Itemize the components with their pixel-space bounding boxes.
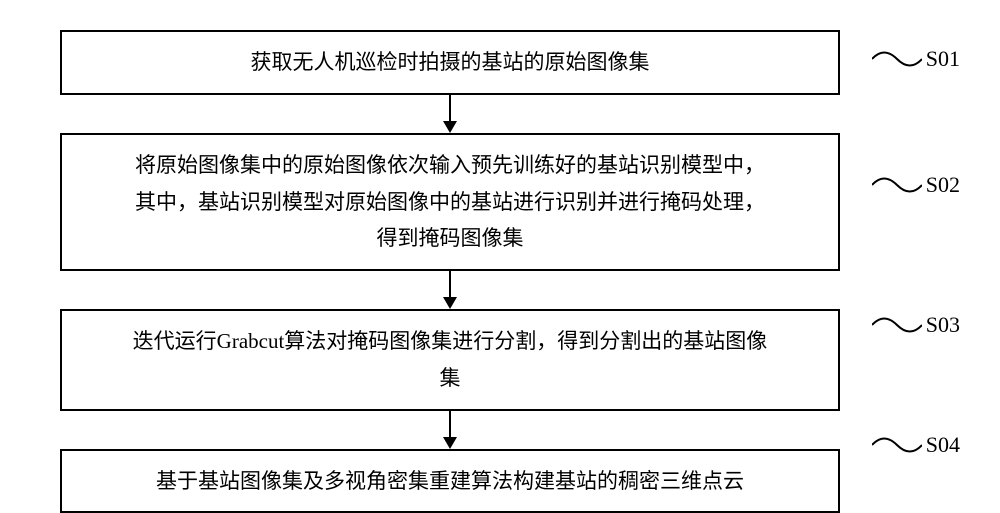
connector-icon [872, 310, 922, 340]
connector-icon [872, 170, 922, 200]
label-text-s03: S03 [926, 312, 960, 338]
label-s02: S02 [872, 170, 960, 200]
connector-icon [872, 430, 922, 460]
arrow-2 [438, 271, 462, 309]
arrow-1 [438, 95, 462, 133]
step-box-2: 将原始图像集中的原始图像依次输入预先训练好的基站识别模型中， 其中，基站识别模型… [60, 133, 840, 271]
step-box-3: 迭代运行Grabcut算法对掩码图像集进行分割，得到分割出的基站图像 集 [60, 309, 840, 411]
step-text-2: 将原始图像集中的原始图像依次输入预先训练好的基站识别模型中， 其中，基站识别模型… [135, 147, 765, 257]
label-text-s02: S02 [926, 172, 960, 198]
label-s04: S04 [872, 430, 960, 460]
flowchart-container: 获取无人机巡检时拍摄的基站的原始图像集 将原始图像集中的原始图像依次输入预先训练… [60, 30, 840, 513]
step-text-4: 基于基站图像集及多视角密集重建算法构建基站的稠密三维点云 [156, 463, 744, 500]
step-box-4: 基于基站图像集及多视角密集重建算法构建基站的稠密三维点云 [60, 449, 840, 513]
step-box-1: 获取无人机巡检时拍摄的基站的原始图像集 [60, 30, 840, 95]
connector-icon [872, 44, 922, 74]
arrow-3 [438, 411, 462, 449]
step-text-1: 获取无人机巡检时拍摄的基站的原始图像集 [251, 44, 650, 81]
label-text-s04: S04 [926, 432, 960, 458]
label-text-s01: S01 [926, 46, 960, 72]
label-s03: S03 [872, 310, 960, 340]
step-text-3: 迭代运行Grabcut算法对掩码图像集进行分割，得到分割出的基站图像 集 [133, 323, 768, 397]
label-s01: S01 [872, 44, 960, 74]
